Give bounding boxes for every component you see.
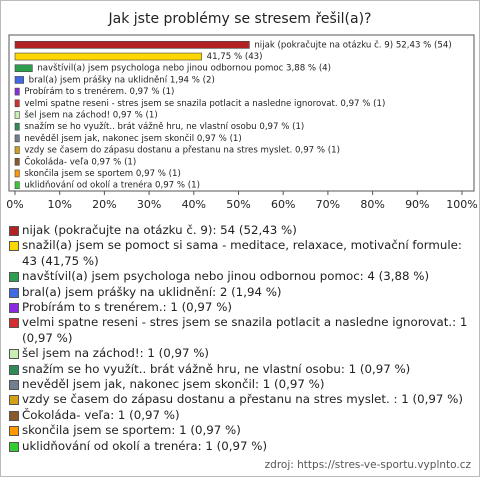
legend-item: snažil(a) jsem se pomoct si sama - medit… (9, 238, 475, 269)
x-tick-label: 30% (137, 198, 161, 211)
legend-item: navštívil(a) jsem psychologa nebo jinou … (9, 269, 475, 284)
value-label: navštívil(a) jsem psychologa nebo jinou … (37, 63, 331, 74)
legend-label: Probírám to s trenérem.: 1 (0,97 %) (22, 300, 232, 315)
bar (14, 146, 20, 154)
legend-label: velmi spatne reseni - stres jsem se snaz… (22, 315, 468, 345)
legend-swatch (9, 349, 19, 360)
plot: Jak jste problémy se stresem řešil(a)? 0… (6, 11, 477, 211)
legend-item: bral(a) jsem prášky na uklidnění: 2 (1,9… (9, 285, 475, 300)
legend-swatch (9, 303, 19, 314)
legend-swatch (9, 241, 19, 252)
bar (14, 41, 250, 49)
value-label: bral(a) jsem prášky na uklidnění 1,94 % … (29, 74, 215, 85)
legend-swatch (9, 441, 19, 452)
bar (14, 52, 202, 61)
source: zdroj: https://stres-ve-sportu.vyplnto.c… (264, 459, 471, 471)
legend-label: šel jsem na záchod!: 1 (0,97 %) (22, 346, 210, 361)
x-tick-label: 50% (226, 198, 250, 211)
legend-item: nijak (pokračujte na otázku č. 9): 54 (5… (9, 223, 475, 238)
legend-label: nevěděl jsem jak, nakonec jsem skončil: … (22, 377, 325, 392)
value-label: 41,75 % (43) (207, 52, 263, 62)
x-tick-label: 0% (6, 198, 23, 211)
bar (14, 111, 20, 119)
legend-swatch (9, 364, 19, 375)
plot-frame (8, 34, 475, 192)
legend-label: snažím se ho využít.. brát vážně hru, ne… (22, 361, 411, 376)
legend-item: velmi spatne reseni - stres jsem se snaz… (9, 315, 475, 346)
legend-label: uklidňování od okolí a trenéra: 1 (0,97 … (22, 438, 268, 453)
legend-swatch (9, 287, 19, 298)
value-label: uklidňování od okolí a trenéra 0,97 % (1… (24, 180, 200, 191)
value-label: nevěděl jsem jak, nakonec jsem skončil 0… (24, 133, 241, 144)
legend-label: bral(a) jsem prášky na uklidnění: 2 (1,9… (22, 284, 282, 299)
legend-item: Čokoláda- veľa: 1 (0,97 %) (9, 408, 475, 423)
chart-title: Jak jste problémy se stresem řešil(a)? (108, 11, 372, 27)
value-label: skončila jsem se sportem 0,97 % (1) (24, 168, 181, 179)
value-label: snažím se ho využít.. brát vážně hru, ne… (24, 121, 304, 132)
bar (14, 122, 20, 131)
value-label: velmi spatne reseni - stres jsem se snaz… (24, 99, 385, 109)
bar (14, 157, 20, 166)
legend-swatch (9, 318, 19, 329)
bar (14, 76, 24, 84)
legend-label: Čokoláda- veľa: 1 (0,97 %) (22, 407, 180, 422)
legend-swatch (9, 226, 19, 236)
value-label: šel jsem na záchod! 0,97 % (1) (24, 110, 157, 121)
x-tick-label: 70% (316, 198, 340, 211)
bar (14, 64, 33, 73)
legend-label: skončila jsem se sportem: 1 (0,97 %) (22, 423, 241, 438)
bar (14, 169, 20, 178)
legend-label: nijak (pokračujte na otázku č. 9): 54 (5… (22, 223, 297, 237)
legend-label: snažil(a) jsem se pomoct si sama - medit… (22, 238, 462, 268)
x-tick-label: 80% (360, 198, 384, 211)
value-label: Čokoláda- veľa 0,97 % (1) (24, 155, 136, 167)
x-tick-label: 20% (92, 198, 116, 211)
x-tick-label: 100% (446, 198, 477, 211)
legend-item: Probírám to s trenérem.: 1 (0,97 %) (9, 300, 475, 315)
x-tick-label: 40% (182, 198, 206, 211)
x-tick-label: 10% (47, 198, 71, 211)
legend-item: šel jsem na záchod!: 1 (0,97 %) (9, 346, 475, 361)
value-label: nijak (pokračujte na otázku č. 9) 52,43 … (254, 39, 451, 50)
legend-swatch (9, 410, 19, 421)
legend-item: skončila jsem se sportem: 1 (0,97 %) (9, 423, 475, 438)
x-tick-label: 60% (271, 198, 295, 211)
legend-label: vzdy se časem do zápasu dostanu a přesta… (22, 392, 463, 407)
value-label: Probírám to s trenérem. 0,97 % (1) (24, 86, 174, 97)
bar (14, 87, 20, 96)
legend-swatch (9, 380, 19, 391)
legend-swatch (9, 426, 19, 437)
legend: nijak (pokračujte na otázku č. 9): 54 (5… (9, 223, 475, 454)
bar (14, 181, 20, 189)
legend-item: nevěděl jsem jak, nakonec jsem skončil: … (9, 377, 475, 392)
x-tick-label: 90% (405, 198, 429, 211)
legend-item: uklidňování od okolí a trenéra: 1 (0,97 … (9, 439, 475, 454)
bar (14, 134, 20, 143)
legend-label: navštívil(a) jsem psychologa nebo jinou … (22, 269, 430, 284)
legend-item: vzdy se časem do zápasu dostanu a přesta… (9, 392, 475, 407)
legend-swatch (9, 395, 19, 406)
value-label: vzdy se časem do zápasu dostanu a přesta… (24, 145, 340, 156)
legend-item: snažím se ho využít.. brát vážně hru, ne… (9, 362, 475, 377)
legend-swatch (9, 272, 19, 283)
bar (14, 99, 20, 108)
